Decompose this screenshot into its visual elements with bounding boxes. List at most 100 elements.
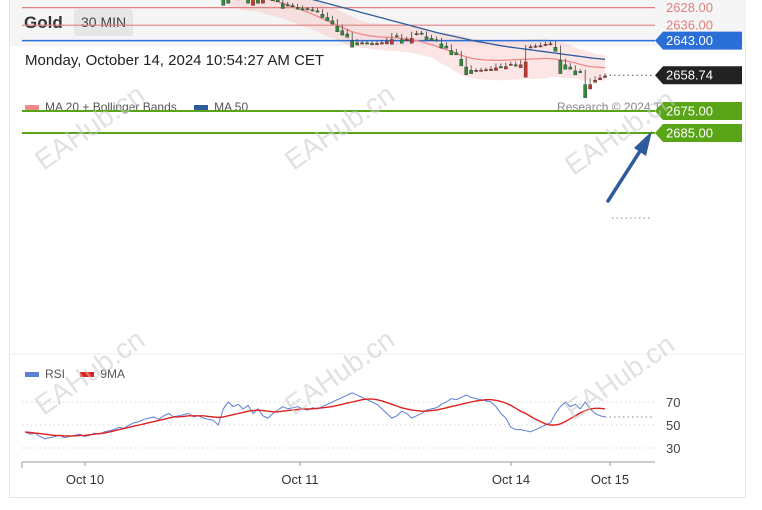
candle-body xyxy=(300,8,305,11)
candle-body xyxy=(573,70,578,76)
forecast-arrow-shaft xyxy=(606,146,644,203)
candle-body xyxy=(523,61,528,78)
candle-body xyxy=(603,76,607,78)
candle-body xyxy=(414,33,419,35)
candle-body xyxy=(419,32,424,35)
watermark: EAHub.cn xyxy=(29,323,150,421)
candle-body xyxy=(528,46,533,49)
x-label-oct-14: Oct 14 xyxy=(492,472,530,487)
candle-body xyxy=(335,26,340,32)
candle-body xyxy=(593,79,597,83)
candle-body xyxy=(424,36,429,41)
candle-body xyxy=(469,70,473,74)
level-label-2675.00: 2675.00 xyxy=(666,104,713,119)
candle-body xyxy=(553,47,558,52)
rsi-tick-30: 30 xyxy=(666,441,680,456)
candle-body xyxy=(449,50,454,56)
candle-body xyxy=(256,0,260,4)
legend-swatch-rsi xyxy=(25,372,39,378)
candle-body xyxy=(345,33,350,38)
rsi-tick-50: 50 xyxy=(666,418,680,433)
candle-body xyxy=(360,42,364,45)
watermark: EAHub.cn xyxy=(559,328,680,426)
candle-body xyxy=(315,10,320,13)
candle-body xyxy=(429,38,434,41)
candle-body xyxy=(583,84,587,98)
level-tag-2685.00 xyxy=(655,124,742,142)
rsi-ma-line xyxy=(24,398,606,437)
candle-body xyxy=(305,8,310,11)
timeframe-badge[interactable]: 30 MIN xyxy=(74,9,134,36)
candle-body xyxy=(290,5,295,8)
candle-body xyxy=(568,66,573,70)
candle-body xyxy=(221,0,226,6)
watermark: EAHub.cn xyxy=(279,323,400,421)
candle-body xyxy=(558,60,563,74)
rsi-legend: RSI 9MA xyxy=(25,367,137,381)
candle-body xyxy=(246,0,250,4)
legend-item-9ma: 9MA xyxy=(80,367,125,381)
candle-body xyxy=(399,39,404,44)
candle-body xyxy=(355,42,359,46)
rsi-tick-70: 70 xyxy=(666,395,680,410)
legend-swatch-ma20 xyxy=(25,105,39,111)
watermark: EAHub.cn xyxy=(29,78,150,176)
candle-body xyxy=(350,40,354,48)
legend-label-9ma: 9MA xyxy=(100,367,126,381)
candle-body xyxy=(340,30,345,36)
candle-body xyxy=(518,64,523,68)
candle-body xyxy=(563,64,568,70)
level-label-2636.00: 2636.00 xyxy=(666,18,713,33)
candle-body xyxy=(434,39,439,42)
candle-body xyxy=(484,69,488,72)
level-tag-2675.00 xyxy=(655,102,742,120)
candle-body xyxy=(380,42,384,45)
candle-body xyxy=(444,45,449,49)
x-label-oct-15: Oct 15 xyxy=(591,472,629,487)
candle-body xyxy=(251,0,255,6)
ma20-line xyxy=(268,0,606,69)
candle-body xyxy=(390,39,394,45)
candle-body xyxy=(261,0,265,4)
candle-body xyxy=(548,43,553,46)
candle-body xyxy=(533,45,538,48)
candle-body xyxy=(459,59,464,67)
candle-body xyxy=(370,43,374,45)
forecast-arrow-head xyxy=(634,131,652,156)
candle-body xyxy=(385,41,389,45)
candle-body xyxy=(479,69,483,72)
candles-group xyxy=(221,0,607,98)
candle-body xyxy=(509,63,513,66)
level-label-2685.00: 2685.00 xyxy=(666,126,713,141)
candle-body xyxy=(489,68,493,71)
candle-body xyxy=(375,43,379,45)
candle-body xyxy=(226,0,231,4)
x-label-oct-11: Oct 11 xyxy=(281,472,318,487)
candle-body xyxy=(578,71,583,73)
candle-body xyxy=(499,66,503,69)
candle-body xyxy=(310,9,315,12)
level-label-2643.00: 2643.00 xyxy=(666,33,713,48)
candle-body xyxy=(365,42,369,45)
candle-body xyxy=(325,17,330,21)
candle-body xyxy=(504,66,508,70)
level-tag-2658.74 xyxy=(655,66,742,85)
candle-body xyxy=(330,20,335,25)
candle-body xyxy=(513,64,518,67)
candle-body xyxy=(280,3,285,9)
candle-body xyxy=(276,0,280,2)
legend-label-rsi: RSI xyxy=(45,367,66,381)
level-label-2628.00: 2628.00 xyxy=(666,0,713,15)
candle-body xyxy=(439,43,444,49)
level-label-2658.74: 2658.74 xyxy=(666,68,713,83)
candle-body xyxy=(494,67,498,71)
candle-body xyxy=(454,52,459,56)
candle-body xyxy=(320,13,325,18)
candle-body xyxy=(598,77,602,80)
candle-body xyxy=(404,39,409,41)
candle-body xyxy=(474,70,478,72)
candle-body xyxy=(464,66,468,75)
legend-item-rsi: RSI xyxy=(25,367,65,381)
candle-body xyxy=(285,4,290,7)
